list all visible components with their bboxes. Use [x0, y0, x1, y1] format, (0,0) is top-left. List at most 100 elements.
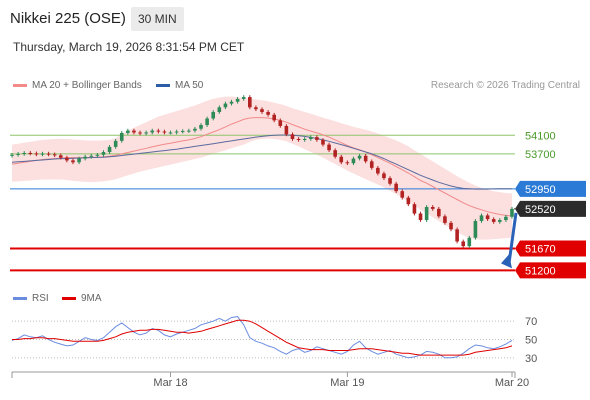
- rsi-tick-50: 50: [525, 335, 537, 347]
- candle-body: [205, 118, 209, 126]
- candle-body: [150, 130, 155, 133]
- candle-body: [345, 162, 350, 164]
- legend-ma20-label: MA 20 + Bollinger Bands: [32, 80, 142, 91]
- candle-body: [321, 139, 325, 145]
- level-tag-51670: [515, 240, 586, 257]
- candle-body: [83, 156, 87, 159]
- x-tick-label: Mar 18: [153, 377, 187, 389]
- candle-body: [193, 128, 197, 131]
- candle-body: [46, 153, 51, 155]
- level-tag-52950: [515, 180, 586, 197]
- candle-body: [296, 138, 301, 140]
- candle-body: [284, 125, 289, 135]
- candle-body: [412, 204, 417, 214]
- level-label-51200: 51200: [525, 265, 556, 277]
- candle-body: [479, 215, 484, 221]
- candle-body: [113, 140, 118, 147]
- x-tick-label: Mar 20: [495, 377, 529, 389]
- candle-body: [217, 107, 222, 112]
- candle-body: [430, 207, 435, 209]
- rsi-swatch: [13, 297, 27, 300]
- legend-ma50: MA 50: [156, 80, 203, 91]
- candle-body: [498, 220, 502, 222]
- candle-body: [95, 154, 100, 156]
- rsi-ma-line: [12, 319, 513, 356]
- legend-rsi-label: RSI: [32, 293, 49, 304]
- candle-body: [89, 155, 94, 157]
- candle-body: [174, 131, 179, 133]
- candle-body: [449, 222, 453, 230]
- candle-body: [491, 219, 496, 222]
- candle-body: [504, 216, 508, 221]
- candle-body: [223, 103, 228, 108]
- level-label-52950: 52950: [525, 184, 556, 196]
- candle-body: [388, 178, 392, 184]
- rsi-tick-30: 30: [525, 353, 537, 365]
- instrument-title: Nikkei 225 (OSE): [10, 10, 126, 27]
- candle-body: [10, 154, 14, 156]
- candle-body: [162, 131, 167, 133]
- candle-body: [376, 167, 380, 174]
- copyright: Research © 2026 Trading Central: [430, 80, 580, 91]
- candle-body: [266, 111, 270, 115]
- candle-body: [16, 153, 20, 155]
- level-label-53700: 53700: [525, 149, 556, 161]
- candle-body: [400, 191, 405, 198]
- candle-body: [394, 183, 398, 192]
- candle-body: [351, 158, 356, 164]
- candle-body: [138, 132, 142, 134]
- candle-body: [22, 152, 26, 154]
- candle-body: [272, 114, 276, 121]
- candle-body: [211, 111, 216, 119]
- candle-body: [77, 158, 81, 163]
- candle-body: [461, 241, 466, 247]
- legend-rsi: RSI: [13, 293, 49, 304]
- candle-body: [302, 138, 307, 140]
- candle-body: [107, 146, 112, 153]
- candle-body: [260, 109, 264, 112]
- candle-body: [418, 213, 423, 221]
- legend-ma50-label: MA 50: [175, 80, 204, 91]
- candle-body: [424, 207, 429, 221]
- level-label-54100: 54100: [525, 130, 556, 142]
- candle-body: [327, 144, 331, 151]
- candle-body: [34, 153, 39, 155]
- candle-body: [235, 98, 240, 102]
- candle-body: [455, 229, 459, 242]
- forecast-arrow-line: [507, 212, 518, 264]
- rsi-tick-70: 70: [525, 316, 537, 328]
- candle-body: [180, 131, 185, 133]
- level-label-52520: 52520: [525, 204, 556, 216]
- x-tick-label: Mar 19: [330, 377, 364, 389]
- candle-body: [473, 220, 478, 238]
- legend-9ma: 9MA: [62, 293, 102, 304]
- candle-body: [156, 130, 161, 132]
- candle-body: [187, 130, 191, 132]
- candle-body: [229, 101, 234, 104]
- candle-body: [315, 137, 319, 140]
- legend-9ma-label: 9MA: [81, 293, 102, 304]
- candle-body: [241, 97, 246, 99]
- candle-body: [278, 120, 283, 126]
- timeframe-badge[interactable]: 30 MIN: [131, 7, 184, 31]
- candle-body: [443, 216, 447, 223]
- level-label-51670: 51670: [525, 243, 556, 255]
- candle-body: [28, 152, 33, 154]
- ma20-swatch: [13, 84, 27, 87]
- candle-body: [467, 237, 472, 247]
- candle-body: [339, 156, 344, 163]
- candle-body: [52, 154, 57, 156]
- ma50-line: [11, 134, 512, 190]
- candle-body: [199, 125, 203, 129]
- candle-body: [168, 132, 173, 134]
- rsi-line: [11, 316, 513, 359]
- candle-body: [369, 161, 374, 168]
- candle-body: [485, 215, 490, 220]
- candle-body: [382, 173, 386, 179]
- candle-body: [101, 152, 106, 155]
- candle-body: [437, 208, 441, 217]
- level-tag-52520: [515, 200, 586, 217]
- candle-body: [144, 132, 148, 134]
- candle-body: [510, 208, 514, 217]
